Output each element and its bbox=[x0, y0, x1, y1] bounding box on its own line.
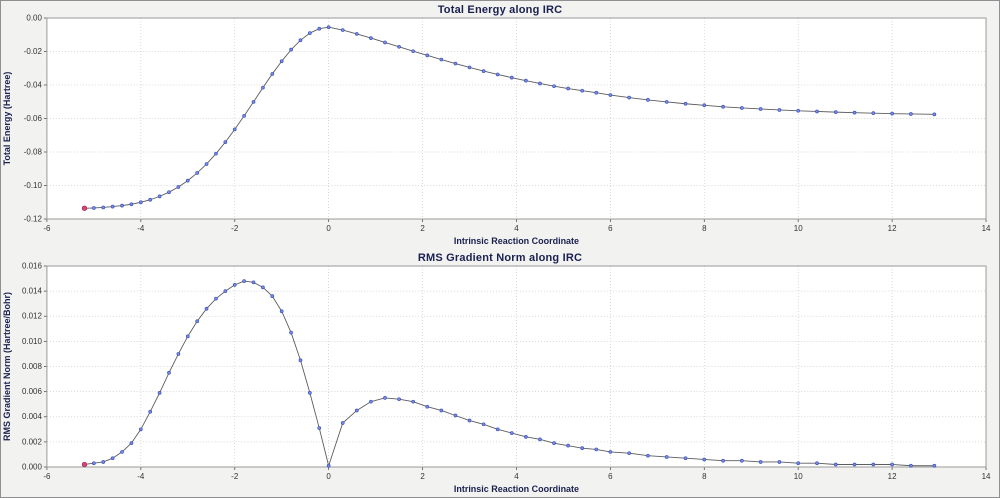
svg-text:-6: -6 bbox=[43, 224, 51, 233]
svg-text:4: 4 bbox=[514, 224, 519, 233]
svg-text:RMS Gradient Norm (Hartree/Boh: RMS Gradient Norm (Hartree/Bohr) bbox=[2, 292, 12, 441]
svg-text:0.012: 0.012 bbox=[22, 312, 43, 321]
svg-text:-0.04: -0.04 bbox=[24, 80, 43, 89]
svg-text:0.014: 0.014 bbox=[22, 287, 43, 296]
svg-text:0.000: 0.000 bbox=[22, 462, 43, 471]
svg-text:0: 0 bbox=[326, 224, 331, 233]
svg-text:-0.12: -0.12 bbox=[24, 214, 43, 223]
svg-text:8: 8 bbox=[702, 472, 707, 481]
svg-text:2: 2 bbox=[420, 472, 425, 481]
svg-text:-2: -2 bbox=[231, 472, 239, 481]
svg-text:Intrinsic Reaction Coordinate: Intrinsic Reaction Coordinate bbox=[454, 236, 579, 246]
gradient-chart-panel: RMS Gradient Norm along IRC -6 -4 -2 0 2 4 6 8 1… bbox=[1, 249, 999, 497]
svg-text:-2: -2 bbox=[231, 224, 239, 233]
svg-text:0: 0 bbox=[326, 472, 331, 481]
svg-text:14: 14 bbox=[982, 472, 991, 481]
gradient-chart-plot[interactable]: -6 -4 -2 0 2 4 6 8 10 12 14 0.000 0.002 0.004 0.006 0.0… bbox=[1, 249, 999, 497]
svg-text:10: 10 bbox=[794, 224, 803, 233]
svg-text:-4: -4 bbox=[137, 472, 145, 481]
svg-text:6: 6 bbox=[608, 472, 613, 481]
svg-text:-6: -6 bbox=[43, 472, 51, 481]
svg-text:14: 14 bbox=[982, 224, 991, 233]
svg-text:8: 8 bbox=[702, 224, 707, 233]
svg-text:-0.08: -0.08 bbox=[24, 147, 43, 156]
svg-text:4: 4 bbox=[514, 472, 519, 481]
svg-text:Total Energy (Hartree): Total Energy (Hartree) bbox=[2, 72, 12, 166]
energy-chart-title: Total Energy along IRC bbox=[437, 4, 563, 16]
gradient-chart-title: RMS Gradient Norm along IRC bbox=[417, 252, 583, 264]
svg-text:-0.02: -0.02 bbox=[24, 47, 43, 56]
svg-text:10: 10 bbox=[794, 472, 803, 481]
svg-text:-0.10: -0.10 bbox=[24, 181, 43, 190]
svg-text:0.016: 0.016 bbox=[22, 261, 43, 270]
svg-text:12: 12 bbox=[888, 472, 897, 481]
energy-chart-panel: Total Energy along IRC -6 -4 -2 0 2 4 6 8 10 12 14… bbox=[1, 1, 999, 249]
svg-text:0.004: 0.004 bbox=[22, 412, 43, 421]
svg-text:0.008: 0.008 bbox=[22, 362, 43, 371]
svg-text:Intrinsic Reaction Coordinate: Intrinsic Reaction Coordinate bbox=[454, 484, 579, 494]
svg-text:0.010: 0.010 bbox=[22, 337, 43, 346]
svg-text:-4: -4 bbox=[137, 224, 145, 233]
svg-text:-0.06: -0.06 bbox=[24, 114, 43, 123]
svg-text:0.006: 0.006 bbox=[22, 387, 43, 396]
svg-text:6: 6 bbox=[608, 224, 613, 233]
svg-text:2: 2 bbox=[420, 224, 425, 233]
svg-text:0.00: 0.00 bbox=[26, 13, 42, 22]
svg-text:0.002: 0.002 bbox=[22, 437, 43, 446]
svg-text:12: 12 bbox=[888, 224, 897, 233]
energy-chart-plot[interactable]: -6 -4 -2 0 2 4 6 8 10 12 14 0.00 -0.02 -0.04 -0.06 -0.0… bbox=[1, 1, 999, 249]
